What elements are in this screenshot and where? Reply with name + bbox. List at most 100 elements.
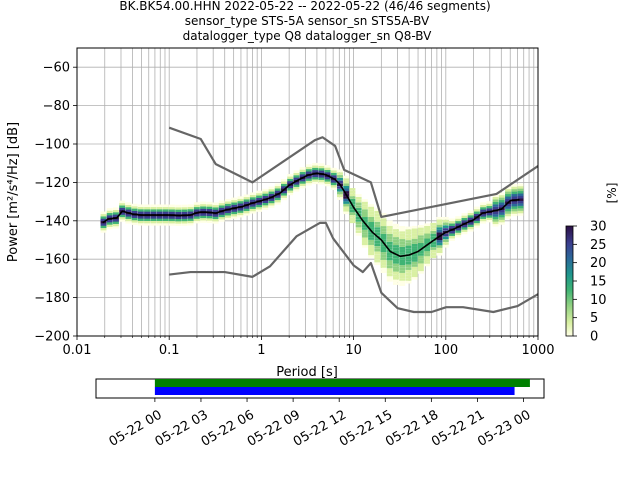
density-cell: [430, 231, 437, 234]
density-cell: [299, 169, 306, 173]
density-cell: [430, 233, 437, 237]
density-cell: [262, 193, 269, 197]
density-cell: [455, 234, 462, 238]
density-cell: [256, 190, 263, 194]
x-tick-label: 1: [257, 343, 265, 358]
density-cell: [256, 206, 263, 210]
density-cell: [361, 234, 368, 238]
density-cell: [262, 207, 269, 210]
density-cell: [449, 235, 455, 239]
density-cell: [461, 217, 468, 221]
density-cell: [262, 191, 269, 194]
density-cell: [249, 208, 256, 212]
density-cell: [312, 179, 319, 182]
density-cell: [256, 195, 263, 198]
density-cell: [399, 259, 406, 263]
density-cell: [411, 241, 418, 244]
density-cell: [480, 204, 487, 208]
density-cell: [355, 208, 362, 211]
density-cell: [380, 267, 387, 271]
density-cell: [355, 196, 362, 200]
density-cell: [399, 265, 406, 268]
density-cell: [343, 203, 350, 207]
density-cell: [112, 207, 119, 211]
density-cell: [405, 278, 412, 281]
density-cell: [200, 220, 207, 223]
density-cell: [144, 209, 151, 212]
density-cell: [399, 267, 406, 271]
mean-line: [102, 172, 520, 258]
density-cell: [374, 248, 381, 252]
density-cell: [405, 259, 412, 262]
density-cell: [131, 217, 138, 221]
density-cell: [498, 222, 505, 225]
density-cell: [206, 218, 213, 221]
density-cell: [175, 207, 182, 210]
density-cell: [436, 240, 443, 243]
density-cell: [517, 188, 524, 192]
series-lines: [102, 126, 538, 314]
density-cell: [486, 205, 493, 209]
density-cell: [144, 211, 151, 215]
density-cell: [343, 196, 350, 199]
density-cell: [361, 199, 368, 202]
density-cell: [417, 242, 424, 246]
density-cell: [144, 206, 151, 210]
density-cell: [343, 188, 350, 192]
density-cell: [274, 195, 281, 198]
density-cell: [405, 226, 412, 230]
density-cell: [112, 212, 119, 215]
ppsd-axes: 0.01 0.1 1 10 100 1000 −200 −180 −160 −140 −120 −1…: [6, 47, 555, 380]
density-cell: [337, 197, 343, 200]
density-cell: [380, 252, 387, 255]
density-cell: [237, 198, 244, 202]
density-cell: [436, 245, 443, 248]
density-cell: [368, 250, 375, 253]
density-cell: [274, 197, 281, 201]
density-cell: [368, 209, 375, 212]
density-cell: [305, 164, 312, 167]
density-cell: [218, 202, 225, 206]
density-cell: [399, 272, 406, 276]
density-cell: [399, 252, 406, 255]
density-cell: [200, 213, 207, 216]
density-cell: [498, 217, 505, 220]
density-cell: [343, 180, 350, 184]
density-cell: [175, 216, 182, 219]
density-cell: [399, 233, 406, 237]
density-cell: [374, 229, 381, 233]
density-cell: [430, 225, 437, 229]
density-cell: [137, 206, 144, 210]
density-cell: [498, 192, 505, 196]
density-cell: [237, 214, 244, 218]
density-cell: [318, 170, 325, 173]
density-cell: [318, 168, 325, 171]
density-cell: [498, 197, 505, 201]
density-cell: [411, 243, 418, 247]
density-cell: [436, 216, 443, 220]
density-cell: [187, 222, 194, 226]
colorbar-tick-label: 5: [590, 311, 598, 326]
density-cell: [337, 172, 343, 175]
density-cell: [411, 231, 418, 234]
density-cell: [343, 211, 350, 215]
density-cell: [119, 207, 126, 211]
density-cell: [293, 170, 300, 173]
density-cell: [386, 233, 393, 237]
density-cell: [337, 175, 343, 178]
density-cell: [374, 216, 381, 219]
density-cell: [355, 205, 362, 208]
density-cell: [511, 213, 518, 217]
density-cell: [349, 207, 356, 210]
density-cell: [380, 236, 387, 240]
density-cell: [380, 218, 387, 221]
density-cell: [125, 207, 132, 210]
density-cell: [405, 275, 412, 279]
density-cell: [399, 226, 406, 229]
y-tick-label: −60: [43, 61, 70, 76]
density-cell: [498, 202, 505, 206]
density-cell: [386, 271, 393, 274]
density-cell: [424, 238, 431, 242]
density-cell: [368, 247, 375, 251]
density-cell: [511, 201, 518, 204]
